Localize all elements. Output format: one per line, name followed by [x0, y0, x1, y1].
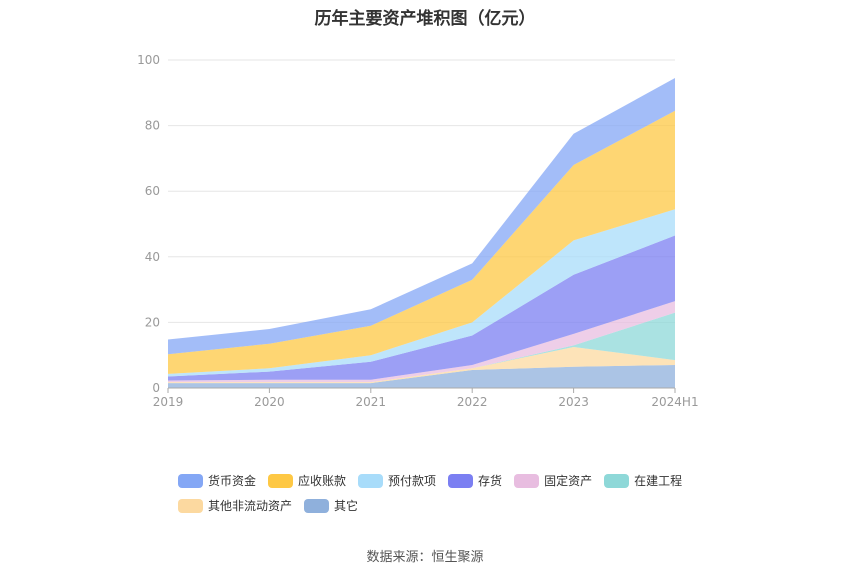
y-tick-label: 80: [145, 119, 160, 133]
legend-label: 应收账款: [298, 474, 347, 488]
area-应收账款: [168, 110, 675, 374]
legend-swatch: [514, 473, 540, 488]
area-series: [168, 78, 675, 388]
legend-label: 存货: [478, 474, 503, 488]
legend-label: 其他非流动资产: [208, 499, 293, 513]
y-tick-label: 40: [145, 250, 160, 264]
area-存货: [168, 235, 675, 381]
area-其它: [168, 365, 675, 388]
legend-item[interactable]: 其它: [304, 497, 358, 514]
legend-label: 固定资产: [544, 474, 593, 488]
legend-item[interactable]: 存货: [448, 472, 502, 489]
area-其他非流动资产: [168, 347, 675, 384]
x-tick-label: 2021: [356, 395, 387, 409]
x-tick-label: 2024H1: [651, 395, 698, 409]
legend-swatch: [604, 473, 630, 488]
legend-label: 其它: [334, 499, 359, 513]
data-source: 数据来源：恒生聚源: [366, 550, 484, 565]
legend-swatch: [178, 473, 203, 488]
chart-title: 历年主要资产堆积图（亿元）: [314, 9, 536, 29]
legend-item[interactable]: 预付款项: [358, 472, 436, 489]
y-tick-label: 0: [152, 381, 160, 395]
area-货币资金: [168, 78, 675, 355]
legend-item[interactable]: 货币资金: [178, 472, 256, 489]
x-tick-label: 2022: [457, 395, 488, 409]
legend-swatch: [448, 473, 474, 488]
legend: 货币资金 应收账款 预付款项 存货 固定资产 在建工程其他非流动资产 其它: [178, 472, 698, 522]
y-tick-label: 20: [145, 315, 160, 329]
legend-label: 预付款项: [388, 474, 437, 488]
legend-item[interactable]: 在建工程: [604, 472, 682, 489]
legend-label: 货币资金: [208, 474, 257, 488]
legend-swatch: [178, 498, 203, 513]
area-固定资产: [168, 301, 675, 383]
stacked-area-chart: 2019 2020 2021 2022 2023 2024H1 0 20 40 60 80 100: [137, 53, 699, 409]
x-tick-label: 2023: [558, 395, 589, 409]
x-axis: 2019 2020 2021 2022 2023 2024H1: [153, 387, 699, 409]
legend-swatch: [268, 473, 294, 488]
x-tick-label: 2020: [254, 395, 285, 409]
y-axis: 0 20 40 60 80 100: [137, 53, 160, 395]
legend-label: 在建工程: [634, 474, 683, 488]
legend-item[interactable]: 其他非流动资产: [178, 497, 292, 514]
x-tick-label: 2019: [153, 395, 184, 409]
legend-item[interactable]: 应收账款: [268, 472, 346, 489]
area-预付款项: [168, 209, 675, 377]
legend-item[interactable]: 固定资产: [514, 472, 592, 489]
y-tick-label: 100: [137, 53, 160, 67]
y-tick-label: 60: [145, 184, 160, 198]
legend-swatch: [304, 498, 330, 513]
legend-swatch: [358, 473, 384, 488]
